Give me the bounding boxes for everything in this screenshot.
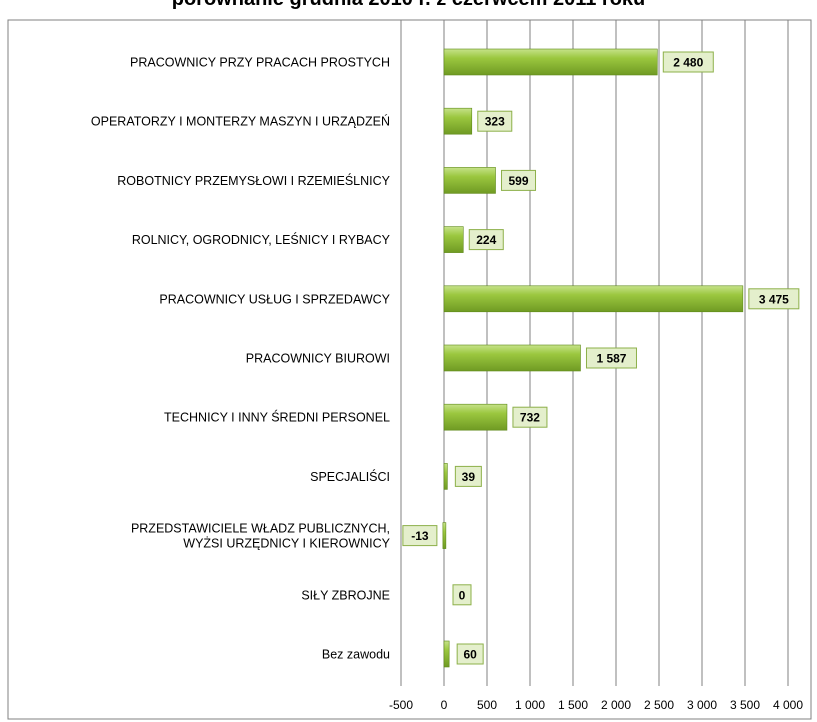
bar [443, 48, 658, 76]
value-label-box [585, 347, 637, 369]
bar [443, 167, 496, 194]
bar [442, 522, 447, 549]
bars: 2 480 323 599 224 3 475 1 587 732 39 -13 0 60 [402, 48, 800, 668]
x-tick-label: 1 000 [515, 698, 545, 712]
value-label: 1 587 [596, 352, 626, 366]
bar [443, 285, 744, 313]
value-label-box [748, 288, 800, 310]
bar [443, 107, 473, 135]
x-tick-label: 2 500 [644, 698, 674, 712]
category-label: OPERATORZY I MONTERZY MASZYN I URZĄDZEŃ [91, 114, 390, 129]
value-label-box [501, 169, 537, 191]
category-label: PRZEDSTAWICIELE WŁADZ PUBLICZNYCH, WYŻSI … [131, 522, 391, 551]
bar [443, 226, 464, 253]
category-label: PRACOWNICY PRZY PRACACH PROSTYCH [130, 56, 390, 70]
value-label-box [512, 406, 548, 428]
category-label: ROBOTNICY PRZEMYSŁOWI I RZEMIEŚLNICY [117, 173, 390, 188]
value-label-box [468, 229, 504, 251]
x-tick-label: 0 [441, 698, 448, 712]
x-tick-label: 2 000 [601, 698, 631, 712]
category-label: ROLNICY, OGRODNICY, LEŚNICY I RYBACY [132, 232, 391, 247]
value-label-box [477, 110, 513, 132]
x-tick-label: 3 500 [730, 698, 760, 712]
bar [443, 403, 508, 431]
category-label: TECHNICY I INNY ŚREDNI PERSONEL [164, 410, 390, 425]
bar [443, 344, 581, 372]
value-label: 224 [476, 233, 496, 247]
value-label-box [662, 51, 714, 73]
value-label: 599 [508, 174, 528, 188]
category-label: Bez zawodu [322, 648, 390, 662]
value-label: 60 [463, 648, 477, 662]
value-label-box [454, 465, 482, 487]
value-label: 0 [459, 588, 466, 602]
bar [443, 463, 448, 490]
bar [443, 640, 450, 668]
category-labels: PRACOWNICY PRZY PRACACH PROSTYCH OPERATOR… [91, 56, 391, 662]
category-label: PRACOWNICY USŁUG I SPRZEDAWCY [159, 292, 390, 306]
value-label: 732 [520, 411, 540, 425]
value-label-box [452, 584, 472, 606]
plot-border [7, 19, 812, 720]
value-label: 323 [485, 115, 505, 129]
chart-title: porównanie grudnia 2010 r. z czerwcem 20… [0, 0, 817, 11]
x-tick-label: 3 000 [687, 698, 717, 712]
x-tick-label: 500 [477, 698, 497, 712]
x-tick-label: -500 [389, 698, 413, 712]
category-label: SIŁY ZBROJNE [301, 588, 390, 602]
value-label-box [456, 643, 484, 665]
x-axis-ticks: -500 0 500 1 000 1 500 2 000 2 500 3 000 3 500 4 … [389, 698, 803, 712]
value-label: 39 [462, 470, 476, 484]
x-tick-label: 4 000 [773, 698, 803, 712]
category-label: SPECJALIŚCI [310, 469, 390, 484]
x-tick-label: 1 500 [558, 698, 588, 712]
value-label: -13 [411, 529, 429, 543]
value-label-box [402, 525, 438, 547]
value-label: 2 480 [673, 56, 703, 70]
value-label: 3 475 [759, 292, 789, 306]
category-label: PRACOWNICY BIUROWI [246, 352, 390, 366]
